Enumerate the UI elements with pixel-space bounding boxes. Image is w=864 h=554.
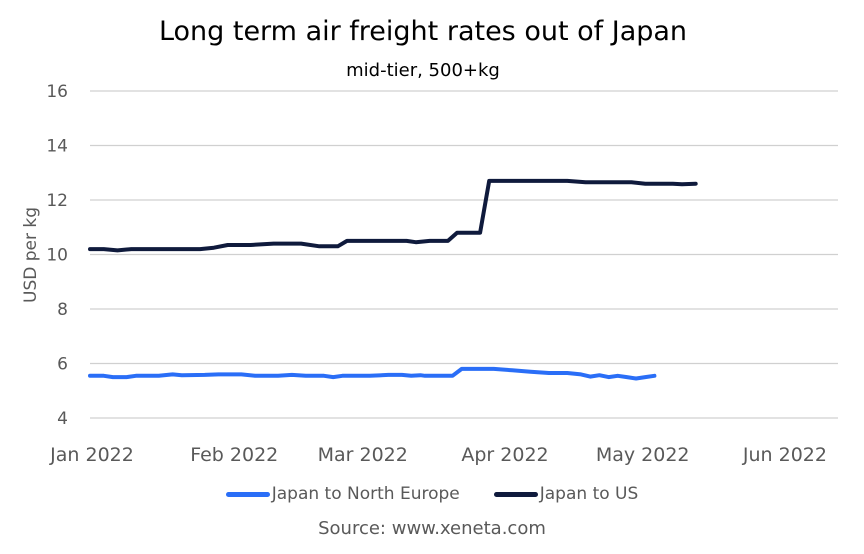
y-tick-label: 4	[57, 409, 68, 429]
legend: Japan to North Europe Japan to US	[0, 484, 864, 504]
y-tick-label: 12	[46, 191, 68, 211]
legend-item-north-europe[interactable]: Japan to North Europe	[225, 484, 460, 504]
y-tick-label: 8	[57, 300, 68, 320]
legend-label: Japan to US	[539, 484, 639, 504]
x-tick-label: Mar 2022	[318, 444, 408, 466]
y-tick-label: 10	[46, 246, 68, 266]
x-tick-label: Apr 2022	[461, 444, 548, 466]
x-axis-ticks: Jan 2022 Feb 2022 Mar 2022 Apr 2022 May 2022…	[49, 444, 827, 466]
series-line-1	[88, 178, 698, 253]
y-axis-label: USD per kg	[21, 207, 41, 303]
x-tick-label: May 2022	[596, 444, 690, 466]
legend-swatch-north-europe	[225, 491, 270, 497]
chart-title: Long term air freight rates out of Japan	[158, 16, 688, 47]
x-tick-label: Jan 2022	[49, 444, 134, 466]
source-note: Source: www.xeneta.com	[318, 518, 546, 539]
y-tick-label: 6	[57, 355, 68, 375]
x-tick-label: Feb 2022	[190, 444, 278, 466]
legend-item-us[interactable]: Japan to US	[493, 484, 639, 504]
gridlines	[90, 90, 838, 419]
series-lines	[88, 178, 698, 381]
series-line-0	[88, 366, 657, 381]
y-axis-ticks: 4 6 8 10 12 14 16	[46, 82, 68, 429]
y-tick-label: 16	[46, 82, 68, 102]
chart-subtitle: mid-tier, 500+kg	[346, 60, 500, 81]
x-tick-label: Jun 2022	[742, 444, 827, 466]
legend-swatch-us	[493, 491, 538, 497]
legend-label: Japan to North Europe	[271, 484, 460, 504]
y-tick-label: 14	[46, 137, 68, 157]
